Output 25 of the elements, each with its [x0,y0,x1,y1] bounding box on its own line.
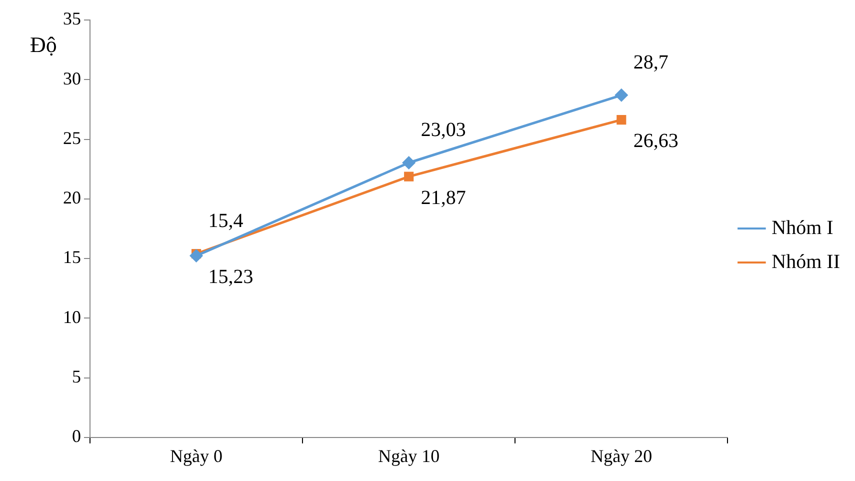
legend-label: Nhóm II [772,250,840,273]
y-tick-label: 35 [63,8,81,29]
x-tick-label: Ngày 20 [590,446,652,466]
legend-label: Nhóm I [772,216,834,239]
point [615,88,628,102]
data-label: 26,63 [633,130,678,152]
y-tick-label: 15 [63,247,81,268]
point [402,156,416,169]
y-tick-label: 25 [63,128,81,148]
data-label: 15,23 [208,266,254,288]
y-axis-title: Độ [30,32,57,58]
point [190,250,203,262]
point [616,115,626,125]
x-tick-label: Ngày 0 [170,446,223,466]
data-label: 21,87 [420,186,466,209]
data-label: 15,4 [208,210,244,232]
y-tick-label: 10 [63,306,81,327]
y-tick-label: 5 [72,366,81,387]
y-tick-label: 20 [63,188,81,208]
data-label: 28,7 [633,51,668,74]
point [404,172,414,182]
y-tick-label: 0 [72,426,81,446]
y-tick-label: 30 [63,68,81,88]
data-label: 23,03 [420,119,466,141]
x-tick-label: Ngày 10 [378,446,440,466]
